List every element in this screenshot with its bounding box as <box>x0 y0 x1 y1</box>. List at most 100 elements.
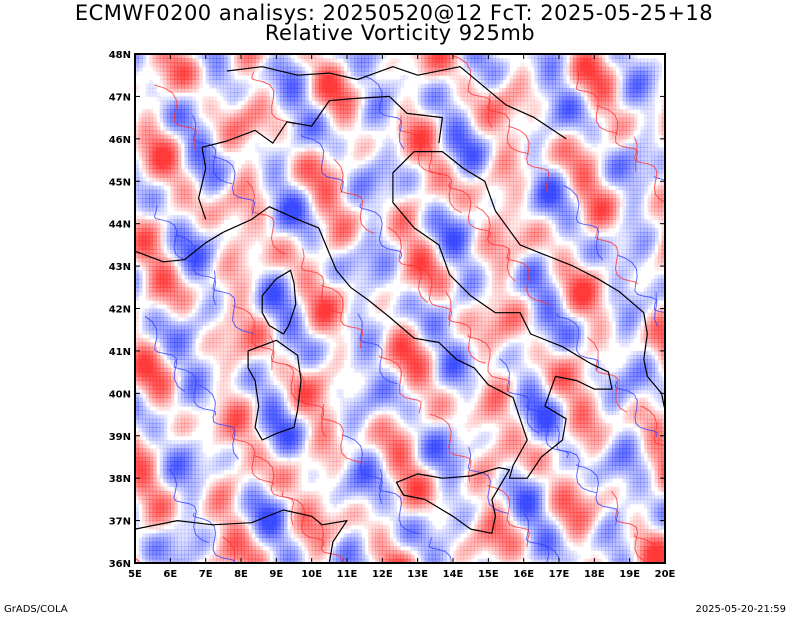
vorticity-cell <box>212 456 217 462</box>
vorticity-cell <box>233 257 239 263</box>
vorticity-cell <box>304 244 309 250</box>
vorticity-cell <box>202 452 207 458</box>
vorticity-cell <box>294 406 299 411</box>
vorticity-cell <box>290 87 295 93</box>
vorticity-cell <box>269 223 274 229</box>
vorticity-cell <box>202 206 207 212</box>
vorticity-cell <box>191 490 196 496</box>
vorticity-cell <box>241 312 246 318</box>
vorticity-cell <box>226 198 231 204</box>
vorticity-cell <box>279 541 284 547</box>
vorticity-cell <box>209 270 214 276</box>
vorticity-cell <box>276 249 281 254</box>
vorticity-cell <box>177 346 182 352</box>
vorticity-cell <box>205 160 210 165</box>
vorticity-cell <box>237 198 242 204</box>
vorticity-cell <box>159 384 164 390</box>
vorticity-cell <box>216 168 221 174</box>
vorticity-cell <box>159 363 164 369</box>
vorticity-cell <box>241 452 246 458</box>
vorticity-cell <box>248 461 253 467</box>
map-title-line-2: Relative Vorticity 925mb <box>264 21 536 45</box>
vorticity-cell <box>276 529 281 534</box>
vorticity-cell <box>205 499 210 505</box>
vorticity-cell <box>301 143 306 148</box>
vorticity-cell <box>156 486 161 492</box>
vorticity-cell <box>159 151 164 157</box>
vorticity-cell <box>286 312 292 318</box>
vorticity-cell <box>304 520 309 526</box>
vorticity-cell <box>216 329 221 335</box>
vorticity-cell <box>251 104 256 110</box>
vorticity-cell <box>237 490 242 496</box>
vorticity-cell <box>241 512 246 517</box>
vorticity-cell <box>265 342 270 348</box>
vorticity-cell <box>290 244 295 250</box>
vorticity-cell <box>202 257 207 263</box>
vorticity-cell <box>286 185 292 191</box>
vorticity-cell <box>255 554 260 560</box>
vorticity-cell <box>265 210 270 216</box>
vorticity-cell <box>297 372 302 377</box>
vorticity-cell <box>188 393 193 399</box>
vorticity-cell <box>163 257 168 263</box>
vorticity-cell <box>244 121 249 127</box>
vorticity-cell <box>159 155 164 161</box>
vorticity-cell <box>251 100 256 106</box>
vorticity-cell <box>152 223 157 229</box>
vorticity-cell <box>290 117 295 123</box>
vorticity-cell <box>248 338 253 344</box>
vorticity-cell <box>191 448 196 454</box>
vorticity-cell <box>159 206 164 212</box>
vorticity-cell <box>255 490 260 496</box>
vorticity-cell <box>283 541 288 547</box>
vorticity-cell <box>163 473 168 479</box>
vorticity-cell <box>272 448 277 454</box>
vorticity-cell <box>142 168 147 174</box>
vorticity-cell <box>262 376 267 382</box>
vorticity-cell <box>198 249 203 254</box>
vorticity-cell <box>290 448 295 454</box>
vorticity-cell <box>244 342 249 348</box>
vorticity-cell <box>294 461 299 467</box>
vorticity-cell <box>226 338 231 344</box>
vorticity-cell <box>283 533 288 539</box>
vorticity-cell <box>258 546 263 551</box>
vorticity-cell <box>188 333 193 339</box>
vorticity-cell <box>149 202 154 208</box>
vorticity-cell <box>294 329 299 335</box>
vorticity-cell <box>219 308 224 314</box>
vorticity-cell <box>304 499 309 505</box>
vorticity-cell <box>276 435 281 441</box>
vorticity-cell <box>269 300 274 305</box>
vorticity-cell <box>244 249 249 254</box>
vorticity-cell <box>135 240 140 246</box>
vorticity-cell <box>279 478 284 484</box>
vorticity-cell <box>184 223 189 229</box>
vorticity-cell <box>301 274 306 280</box>
vorticity-cell <box>145 478 150 484</box>
vorticity-cell <box>301 427 306 433</box>
vorticity-cell <box>237 550 242 556</box>
vorticity-cell <box>258 490 263 496</box>
vorticity-cell <box>184 389 189 394</box>
vorticity-cell <box>244 423 249 428</box>
vorticity-cell <box>145 168 150 174</box>
vorticity-cell <box>202 266 207 271</box>
vorticity-cell <box>205 291 210 297</box>
vorticity-cell <box>212 75 217 81</box>
vorticity-cell <box>258 469 263 475</box>
vorticity-cell <box>290 210 295 216</box>
vorticity-cell <box>180 138 186 144</box>
vorticity-cell <box>301 244 306 250</box>
vorticity-cell <box>290 478 295 484</box>
vorticity-cell <box>135 62 140 68</box>
vorticity-cell <box>230 503 235 509</box>
vorticity-cell <box>205 130 210 136</box>
vorticity-cell <box>149 287 154 293</box>
vorticity-cell <box>244 236 249 242</box>
vorticity-cell <box>262 92 267 98</box>
vorticity-cell <box>180 304 186 310</box>
vorticity-cell <box>248 435 253 441</box>
vorticity-cell <box>286 537 292 543</box>
